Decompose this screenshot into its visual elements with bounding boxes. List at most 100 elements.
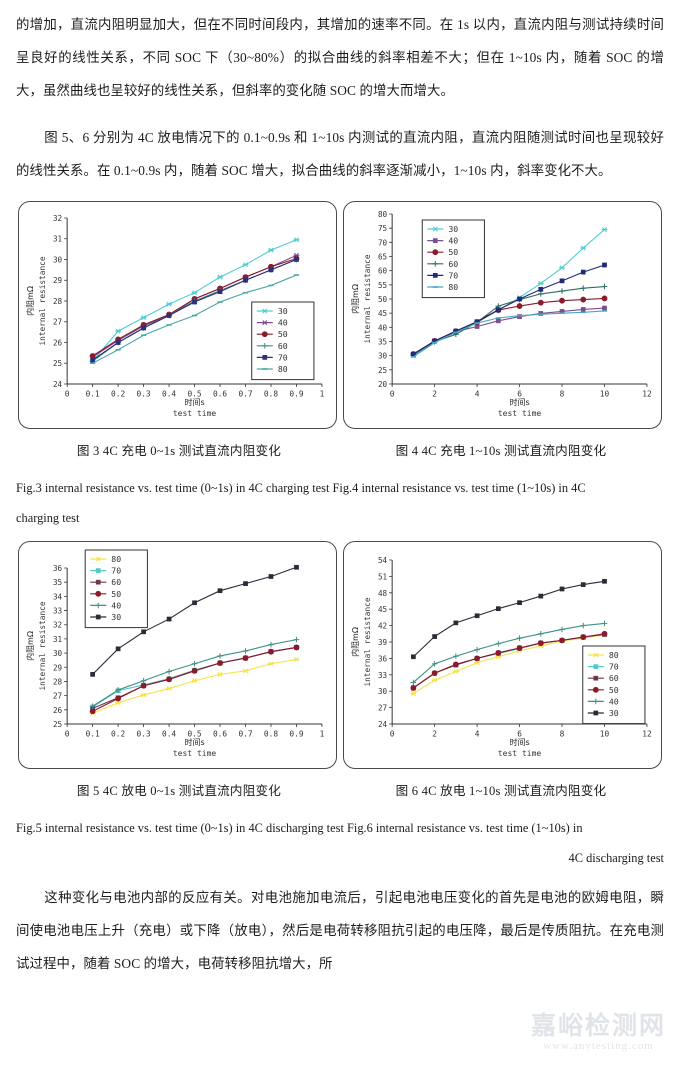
svg-text:4: 4 xyxy=(475,390,480,399)
watermark-line-1: 嘉峪检测网 xyxy=(530,1013,666,1040)
svg-text:内阻mΩ: 内阻mΩ xyxy=(350,284,360,314)
watermark: 嘉峪检测网 www.anytesting.com xyxy=(531,1014,666,1052)
paragraph-3: 这种变化与电池内部的反应有关。对电池施加电流后，引起电池电压变化的首先是电池的欧… xyxy=(0,881,680,980)
svg-text:0.3: 0.3 xyxy=(137,390,151,399)
svg-text:50: 50 xyxy=(111,589,121,599)
svg-text:27: 27 xyxy=(53,318,63,327)
figure-3-caption-cn: 图 3 4C 充电 0~1s 测试直流内阻变化 xyxy=(76,444,282,458)
svg-text:50: 50 xyxy=(378,295,388,304)
svg-text:75: 75 xyxy=(378,224,387,233)
svg-text:时间s: 时间s xyxy=(184,397,204,407)
svg-text:31: 31 xyxy=(53,235,63,244)
svg-text:70: 70 xyxy=(378,238,388,247)
svg-text:12: 12 xyxy=(642,390,652,399)
svg-text:40: 40 xyxy=(448,236,458,246)
svg-text:45: 45 xyxy=(378,605,387,614)
svg-text:30: 30 xyxy=(278,306,288,316)
svg-text:27: 27 xyxy=(378,704,388,713)
svg-text:0.4: 0.4 xyxy=(162,730,176,739)
svg-text:29: 29 xyxy=(53,276,63,285)
paragraph-2-text: 图 5、6 分别为 4C 放电情况下的 0.1~0.9s 和 1~10s 内测试… xyxy=(16,130,664,178)
svg-text:51: 51 xyxy=(378,572,388,581)
svg-text:50: 50 xyxy=(609,685,619,695)
svg-text:34: 34 xyxy=(53,592,63,601)
svg-text:内阻mΩ: 内阻mΩ xyxy=(350,627,360,657)
figure-5-box: 25 26 27 28 29 30 31 32 33 34 35 36 0 0.1 0.2 0.3 0.4 0.5… xyxy=(18,541,337,769)
svg-text:32: 32 xyxy=(53,621,62,630)
svg-text:32: 32 xyxy=(53,214,62,223)
svg-text:test time: test time xyxy=(173,409,217,418)
watermark-line-2: www.anytesting.com xyxy=(543,1040,654,1052)
svg-text:80: 80 xyxy=(378,210,388,219)
svg-text:30: 30 xyxy=(378,687,388,696)
svg-text:内阻mΩ: 内阻mΩ xyxy=(25,631,35,661)
svg-text:0: 0 xyxy=(390,730,395,739)
svg-text:0.9: 0.9 xyxy=(289,390,303,399)
svg-text:internal resistance: internal resistance xyxy=(38,256,47,345)
figure-row-top-captions: 图 3 4C 充电 0~1s 测试直流内阻变化 图 4 4C 充电 1~10s … xyxy=(0,440,680,459)
svg-text:0.8: 0.8 xyxy=(264,730,278,739)
svg-text:0.6: 0.6 xyxy=(213,730,227,739)
svg-text:54: 54 xyxy=(378,556,388,565)
svg-text:0: 0 xyxy=(65,730,70,739)
figure-3-chart: 24 25 26 27 28 29 30 31 32 0 0.1 0.2 0.3 0.4 0.5 0.6 0.7… xyxy=(19,202,336,428)
svg-text:0.4: 0.4 xyxy=(162,390,176,399)
figure-34-caption-en-2: charging test xyxy=(16,511,80,525)
svg-text:29: 29 xyxy=(53,663,63,672)
svg-text:24: 24 xyxy=(53,380,63,389)
svg-text:0.6: 0.6 xyxy=(213,390,227,399)
figure-56-caption-en: Fig.5 internal resistance vs. test time … xyxy=(16,821,583,835)
svg-text:1: 1 xyxy=(320,730,325,739)
svg-text:0.7: 0.7 xyxy=(238,390,252,399)
figure-row-bottom-captions: 图 5 4C 放电 0~1s 测试直流内阻变化 图 6 4C 放电 1~10s … xyxy=(0,780,680,799)
svg-text:60: 60 xyxy=(111,577,121,587)
figure-5-caption-cn: 图 5 4C 放电 0~1s 测试直流内阻变化 xyxy=(76,784,282,798)
svg-text:8: 8 xyxy=(560,390,565,399)
svg-text:1: 1 xyxy=(320,390,325,399)
svg-text:80: 80 xyxy=(609,650,619,660)
svg-text:test time: test time xyxy=(173,749,217,758)
figure-row-bottom: 25 26 27 28 29 30 31 32 33 34 35 36 0 0.1 0.2 0.3 0.4 0.5… xyxy=(0,541,680,769)
svg-text:0: 0 xyxy=(390,390,395,399)
svg-text:25: 25 xyxy=(53,720,62,729)
svg-text:0.3: 0.3 xyxy=(137,730,151,739)
svg-text:60: 60 xyxy=(278,341,288,351)
svg-text:80: 80 xyxy=(448,282,458,292)
svg-text:internal resistance: internal resistance xyxy=(363,254,372,343)
svg-text:70: 70 xyxy=(111,566,121,576)
svg-text:2: 2 xyxy=(432,730,437,739)
svg-text:0.5: 0.5 xyxy=(187,730,201,739)
svg-text:40: 40 xyxy=(278,318,288,328)
svg-text:26: 26 xyxy=(53,339,63,348)
figure-4-caption-cn: 图 4 4C 充电 1~10s 测试直流内阻变化 xyxy=(395,444,607,458)
svg-text:28: 28 xyxy=(53,677,63,686)
svg-text:25: 25 xyxy=(53,359,62,368)
svg-text:27: 27 xyxy=(53,692,63,701)
svg-text:0.1: 0.1 xyxy=(86,390,100,399)
svg-text:时间s: 时间s xyxy=(509,397,529,407)
figure-6-box: 24 27 30 33 36 39 42 45 48 51 54 0 2 4 6 8 10 12 时间s test t… xyxy=(343,541,662,769)
svg-text:36: 36 xyxy=(53,564,63,573)
svg-text:30: 30 xyxy=(111,612,121,622)
svg-text:28: 28 xyxy=(53,297,63,306)
svg-text:40: 40 xyxy=(609,696,619,706)
svg-text:60: 60 xyxy=(609,673,619,683)
svg-text:39: 39 xyxy=(378,638,388,647)
svg-text:internal resistance: internal resistance xyxy=(363,597,372,686)
svg-text:test time: test time xyxy=(498,749,542,758)
paragraph-1: 的增加，直流内阻明显加大，但在不同时间段内，其增加的速率不同。在 1s 以内，直… xyxy=(16,17,664,98)
svg-text:0.1: 0.1 xyxy=(86,730,100,739)
svg-text:6: 6 xyxy=(517,390,522,399)
svg-text:65: 65 xyxy=(378,253,387,262)
svg-text:10: 10 xyxy=(600,390,610,399)
svg-text:80: 80 xyxy=(278,364,288,374)
svg-text:0.9: 0.9 xyxy=(289,730,303,739)
svg-text:80: 80 xyxy=(111,554,121,564)
svg-text:70: 70 xyxy=(278,352,288,362)
svg-text:30: 30 xyxy=(378,352,388,361)
svg-text:70: 70 xyxy=(609,662,619,672)
svg-text:时间s: 时间s xyxy=(184,737,204,747)
figure-5-chart: 25 26 27 28 29 30 31 32 33 34 35 36 0 0.1 0.2 0.3 0.4 0.5… xyxy=(19,542,336,768)
svg-text:0.8: 0.8 xyxy=(264,390,278,399)
